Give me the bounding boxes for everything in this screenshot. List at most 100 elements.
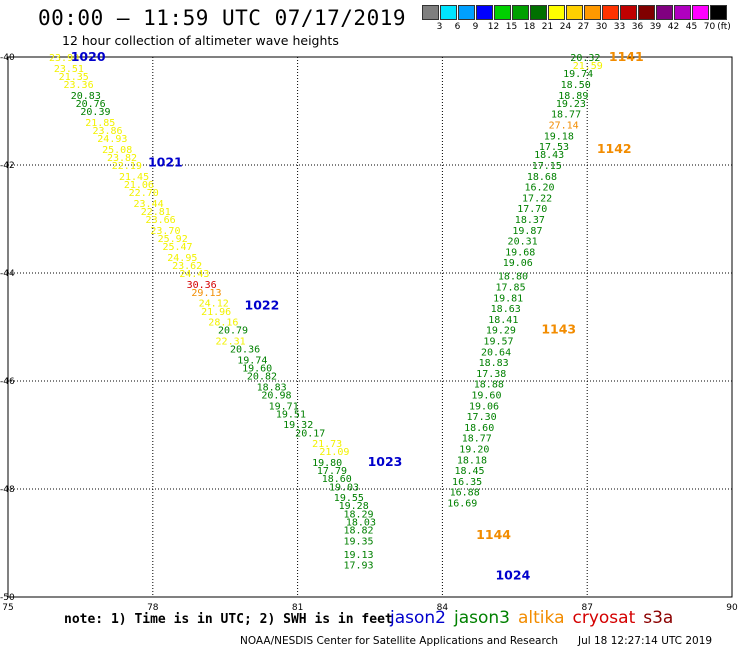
- satellite-legend-entry: cryosat: [572, 608, 636, 628]
- swh-value-label: 24.93: [97, 134, 127, 145]
- pass-number-label: 1143: [541, 322, 576, 337]
- satellite-legend: jason2 jason3 altika cryosat s3a: [390, 608, 681, 628]
- swh-value-label: 17.38: [476, 369, 506, 380]
- legend-tick-label: 39: [649, 22, 662, 32]
- swh-value-label: 18.68: [527, 172, 557, 183]
- latitude-tick-label: -40: [0, 53, 15, 63]
- swh-value-label: 24.12: [199, 299, 229, 310]
- swh-value-label: 17.53: [539, 142, 569, 153]
- pass-number-label: 1142: [597, 141, 632, 156]
- swh-value-label: 25.47: [162, 242, 192, 253]
- swh-value-label: 18.37: [515, 215, 545, 226]
- swh-value-label: 24.43: [179, 269, 209, 280]
- legend-swatch: [656, 5, 673, 20]
- swh-value-label: 18.43: [534, 150, 564, 161]
- swh-value-label: 19.29: [486, 326, 516, 337]
- swh-value-label: 21.09: [319, 447, 349, 458]
- chart-title: 00:00 – 11:59 UTC 07/17/2019: [38, 6, 407, 30]
- legend-tick-label: 15: [505, 22, 518, 32]
- longitude-tick-label: 87: [581, 603, 592, 613]
- swh-value-label: 18.45: [454, 466, 484, 477]
- swh-value-label: 17.85: [495, 283, 525, 294]
- pass-number-label: 1024: [495, 567, 530, 582]
- chart-subtitle: 12 hour collection of altimeter wave hei…: [62, 33, 339, 48]
- legend-swatch: [602, 5, 619, 20]
- swh-value-label: 16.35: [452, 477, 482, 488]
- swh-value-label: 17.79: [317, 466, 347, 477]
- swh-value-label: 20.98: [261, 391, 291, 402]
- swh-value-label: 18.77: [551, 110, 581, 121]
- swh-value-label: 20.31: [508, 237, 538, 248]
- legend-swatch: [584, 5, 601, 20]
- satellite-legend-entry: s3a: [643, 608, 674, 628]
- legend-swatch: [530, 5, 547, 20]
- legend-swatch: [476, 5, 493, 20]
- swh-value-label: 25.08: [102, 145, 132, 156]
- swh-value-label: 20.17: [295, 428, 325, 439]
- swh-value-label: 16.88: [450, 488, 480, 499]
- swh-value-label: 19.60: [242, 364, 272, 375]
- swh-value-label: 18.29: [343, 509, 373, 520]
- swh-value-label: 19.74: [563, 69, 593, 80]
- swh-value-label: 22.19: [112, 161, 142, 172]
- legend-swatch: [458, 5, 475, 20]
- swh-value-label: 18.80: [498, 272, 528, 283]
- swh-value-label: 18.63: [491, 304, 521, 315]
- swh-value-label: 21.85: [85, 118, 115, 129]
- pass-number-label: 1021: [148, 154, 183, 169]
- footer-note: note: 1) Time is in UTC; 2) SWH is in fe…: [64, 612, 393, 627]
- pass-number-label: 1020: [71, 49, 106, 64]
- longitude-tick-label: 81: [292, 603, 303, 613]
- swh-value-label: 19.06: [469, 401, 499, 412]
- swh-value-label: 18.89: [558, 91, 588, 102]
- swh-value-label: 19.55: [334, 493, 364, 504]
- legend-tick-label: 33: [613, 22, 626, 32]
- latitude-tick-label: -42: [0, 161, 15, 171]
- swh-value-label: 20.36: [230, 345, 260, 356]
- swh-value-label: 16.69: [447, 499, 477, 510]
- longitude-tick-label: 75: [2, 603, 13, 613]
- swh-value-label: 19.71: [269, 401, 299, 412]
- swh-value-label: 19.23: [556, 99, 586, 110]
- swh-value-label: 30.36: [187, 280, 217, 291]
- swh-value-label: 23.70: [150, 226, 180, 237]
- swh-value-label: 23.82: [107, 153, 137, 164]
- legend-tick-label: 70: [703, 22, 716, 32]
- swh-value-label: 20.79: [218, 326, 248, 337]
- legend-swatch: [566, 5, 583, 20]
- swh-value-label: 23.36: [64, 80, 94, 91]
- swh-value-label: 22.81: [141, 207, 171, 218]
- swh-value-label: 19.06: [503, 258, 533, 269]
- legend-swatch: [494, 5, 511, 20]
- swh-value-label: 18.50: [561, 80, 591, 91]
- legend-swatch: [638, 5, 655, 20]
- pass-number-label: 1141: [609, 49, 644, 64]
- swh-value-label: 18.77: [462, 434, 492, 445]
- swh-value-label: 20.64: [481, 347, 511, 358]
- legend-tick-label: 24: [559, 22, 572, 32]
- swh-value-label: 21.06: [124, 180, 154, 191]
- legend-swatch: [422, 5, 439, 20]
- swh-value-label: 21.45: [119, 172, 149, 183]
- swh-value-label: 21.59: [573, 61, 603, 72]
- swh-value-label: 20.82: [247, 372, 277, 383]
- swh-value-label: 19.68: [505, 247, 535, 258]
- legend-tick-label: 6: [454, 22, 461, 32]
- legend-tick-label: 27: [577, 22, 590, 32]
- swh-value-label: 17.22: [522, 193, 552, 204]
- legend-swatch: [692, 5, 709, 20]
- longitude-tick-label: 84: [437, 603, 449, 613]
- map-frame: [7, 56, 733, 598]
- swh-value-label: 29.13: [191, 288, 221, 299]
- legend-tick-label: 3: [436, 22, 443, 32]
- swh-value-label: 18.18: [457, 455, 487, 466]
- legend-swatch: [440, 5, 457, 20]
- latitude-tick-label: -46: [0, 377, 15, 387]
- swh-value-label: 21.73: [312, 439, 342, 450]
- swh-value-label: 19.35: [343, 536, 373, 547]
- legend-tick-label: 9: [472, 22, 479, 32]
- swh-value-label: 23.62: [172, 261, 202, 272]
- latitude-tick-label: -50: [0, 593, 15, 603]
- swh-value-label: 23.86: [92, 126, 122, 137]
